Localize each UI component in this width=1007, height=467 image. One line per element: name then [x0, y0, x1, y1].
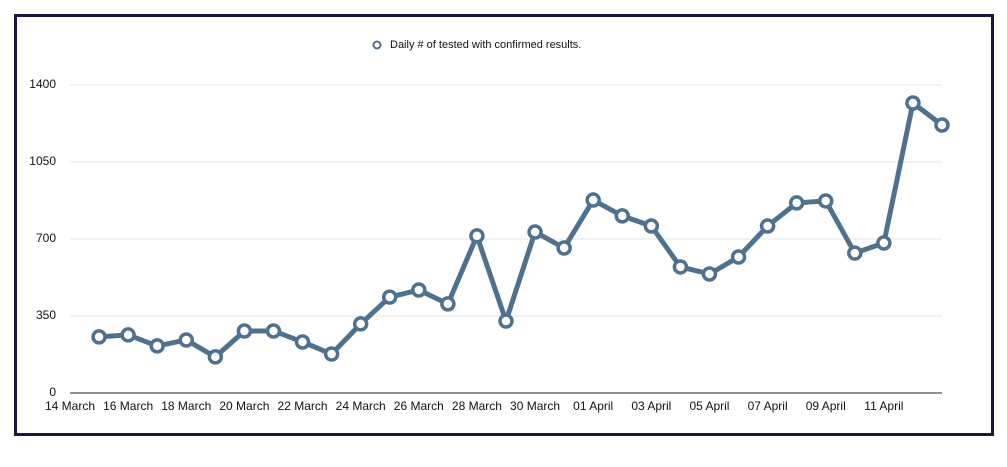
- y-tick-label: 350: [36, 308, 56, 322]
- x-tick-label: 07 April: [748, 399, 788, 413]
- point: [352, 316, 369, 332]
- point: [701, 266, 718, 282]
- point: [120, 327, 136, 343]
- point: [527, 224, 543, 240]
- point: [323, 346, 340, 362]
- x-tick-label: 18 March: [161, 399, 211, 413]
- point: [934, 117, 950, 133]
- point: [643, 218, 660, 234]
- point: [440, 296, 456, 312]
- x-tick-label: 28 March: [452, 399, 502, 413]
- point: [207, 349, 224, 365]
- point: [265, 323, 282, 339]
- y-tick-label: 700: [36, 231, 56, 245]
- legend-marker: [372, 40, 382, 50]
- point: [498, 313, 514, 329]
- point: [876, 235, 892, 251]
- point: [178, 332, 195, 348]
- x-tick-label: 01 April: [573, 399, 613, 413]
- point: [847, 245, 863, 261]
- point: [149, 338, 165, 354]
- x-tick-label: 05 April: [689, 399, 729, 413]
- x-tick-label: 11 April: [864, 399, 903, 413]
- x-tick-label: 30 March: [510, 399, 560, 413]
- point: [236, 323, 253, 339]
- x-tick-label: 26 March: [394, 399, 444, 413]
- legend-label: Daily # of tested with confirmed results…: [390, 39, 581, 51]
- point: [556, 240, 572, 256]
- x-tick-label: 22 March: [278, 399, 328, 413]
- point: [730, 249, 747, 265]
- point: [411, 282, 427, 298]
- point: [905, 95, 921, 111]
- x-tick-label: 09 April: [806, 399, 846, 413]
- point: [585, 192, 601, 208]
- point: [817, 193, 834, 209]
- y-tick-label: 1050: [29, 154, 56, 168]
- x-tick-label: 14 March: [45, 399, 95, 413]
- frame: [14, 14, 994, 436]
- point: [91, 329, 107, 345]
- x-tick-label: 20 March: [219, 399, 269, 413]
- point: [469, 228, 485, 244]
- point: [381, 289, 398, 305]
- y-tick-label: 0: [49, 385, 56, 399]
- point: [294, 334, 311, 350]
- x-tick-label: 16 March: [103, 399, 153, 413]
- x-tick-label: 24 March: [336, 399, 386, 413]
- point: [672, 259, 689, 275]
- point: [759, 218, 776, 234]
- point: [788, 195, 805, 211]
- y-tick-label: 1400: [29, 77, 56, 91]
- point: [614, 208, 631, 224]
- x-tick-label: 03 April: [631, 399, 671, 413]
